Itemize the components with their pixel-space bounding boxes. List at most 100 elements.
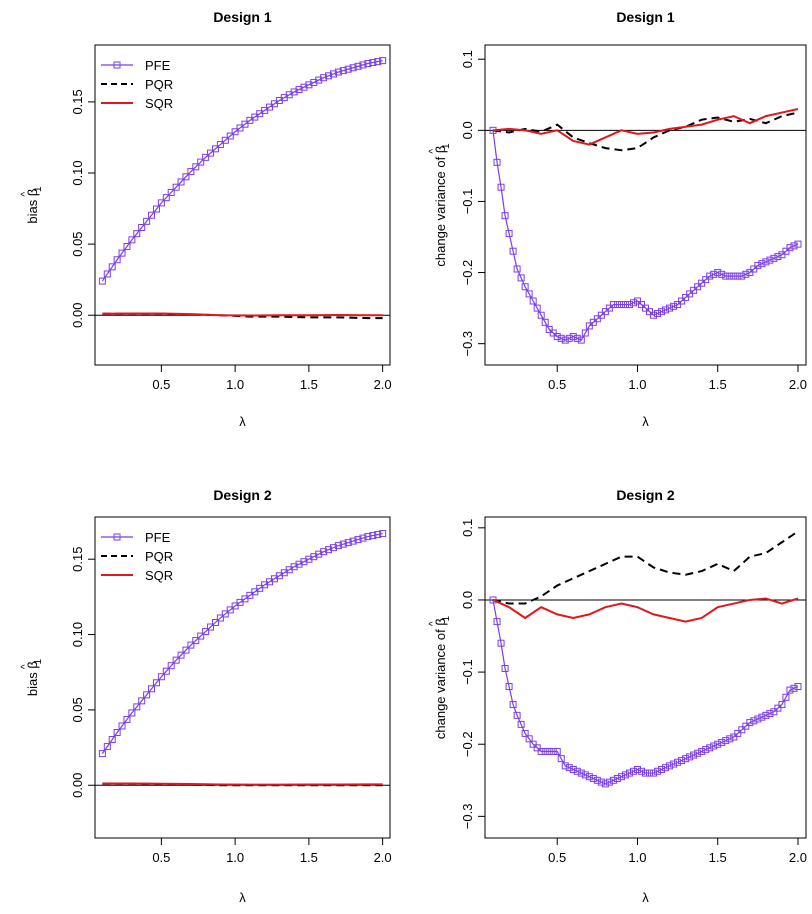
data-point-pfe [774, 704, 782, 712]
data-point-pfe [577, 769, 585, 777]
data-point-pfe [138, 697, 146, 705]
data-point-pfe [533, 744, 541, 752]
data-point-pfe [167, 188, 175, 196]
data-point-pfe [354, 536, 362, 544]
data-point-pfe [320, 74, 328, 82]
data-point-pfe [678, 297, 686, 305]
data-point-pfe [666, 762, 674, 770]
data-point-pfe [790, 242, 798, 250]
data-point-pfe [349, 64, 357, 72]
data-point-pfe [497, 183, 505, 191]
data-point-pfe [172, 183, 180, 191]
data-point-pfe [662, 306, 670, 314]
x-axis-label: λ [239, 890, 246, 905]
data-point-pfe [118, 249, 126, 257]
y-tick-label: 0.15 [70, 89, 85, 114]
data-point-pfe [609, 776, 617, 784]
series-line-pfe [492, 599, 799, 785]
data-point-pfe [778, 701, 786, 709]
data-point-pfe [678, 756, 686, 764]
data-point-pfe [581, 329, 589, 337]
data-point-pfe [605, 778, 613, 786]
data-point-pfe [108, 736, 116, 744]
y-axis-label: bias β^1 [20, 658, 44, 696]
data-point-pfe [501, 212, 509, 220]
data-point-pfe [133, 230, 141, 238]
data-point-pfe [113, 256, 121, 264]
data-point-pfe [646, 769, 654, 777]
data-point-pfe [197, 632, 205, 640]
data-point-pfe [537, 311, 545, 319]
data-point-pfe [513, 711, 521, 719]
data-point-pfe [118, 722, 126, 730]
data-point-pfe [730, 733, 738, 741]
data-point-pfe [329, 544, 337, 552]
data-point-pfe [241, 120, 249, 128]
y-tick-label: −0.3 [460, 804, 475, 830]
data-point-pfe [794, 240, 802, 248]
legend-label-pqr: PQR [145, 77, 173, 92]
x-axis-label: λ [239, 414, 246, 429]
data-point-pfe [742, 722, 750, 730]
legend-label-sqr: SQR [145, 96, 173, 111]
y-tick-label: 0.15 [70, 547, 85, 572]
x-tick-label: 0.5 [152, 850, 170, 865]
data-point-pfe [493, 158, 501, 166]
data-point-pfe [650, 311, 658, 319]
data-point-pfe [577, 336, 585, 344]
data-point-pfe [541, 747, 549, 755]
y-axis-label-hat: ^ [20, 192, 31, 197]
data-point-pfe [754, 261, 762, 269]
y-axis-label-main: bias β [25, 189, 40, 224]
x-tick-label: 0.5 [152, 377, 170, 392]
x-tick-label: 1.0 [226, 377, 244, 392]
data-point-pfe [148, 211, 156, 219]
y-axis-label-main: change variance of β [433, 618, 448, 739]
data-point-pfe [207, 623, 215, 631]
y-tick-label: 0.05 [70, 231, 85, 256]
data-point-pfe [742, 270, 750, 278]
data-point-pfe [529, 740, 537, 748]
data-point-pfe [334, 542, 342, 550]
data-point-pfe [241, 595, 249, 603]
data-point-pfe [182, 173, 190, 181]
chart-title: Design 1 [616, 9, 675, 25]
data-point-pfe [364, 533, 372, 541]
series-line-pfe [492, 130, 799, 341]
legend-label-pqr: PQR [145, 549, 173, 564]
x-tick-label: 2.0 [789, 850, 807, 865]
data-point-pfe [207, 149, 215, 157]
data-point-pfe [162, 667, 170, 675]
data-point-pfe [325, 546, 333, 554]
data-point-pfe [533, 304, 541, 312]
chart-title: Design 2 [616, 487, 675, 503]
data-point-pfe [738, 272, 746, 280]
data-point-pfe [790, 684, 798, 692]
data-point-pfe [182, 646, 190, 654]
data-point-pfe [782, 247, 790, 255]
panel-design2-variance: Design 2 0.5 1.0 1.5 2.0 0.1 0.0 −0.1 −0.2 −0.3 λ c… [428, 487, 807, 905]
data-point-pfe [128, 709, 136, 717]
data-point-pfe [509, 247, 517, 255]
y-tick-label: −0.1 [460, 659, 475, 685]
data-point-pfe [374, 531, 382, 539]
data-point-pfe [192, 163, 200, 171]
legend-label-pfe: PFE [145, 530, 171, 545]
data-point-pfe [758, 260, 766, 268]
data-point-pfe [162, 194, 170, 202]
data-point-pfe [545, 325, 553, 333]
data-point-pfe [694, 749, 702, 757]
data-point-pfe [581, 771, 589, 779]
data-point-pfe [633, 765, 641, 773]
data-point-pfe [666, 304, 674, 312]
data-point-pfe [138, 224, 146, 232]
data-point-pfe [609, 301, 617, 309]
data-point-pfe [123, 715, 131, 723]
data-point-pfe [674, 758, 682, 766]
data-point-pfe [177, 178, 185, 186]
data-point-pfe [601, 308, 609, 316]
data-point-pfe [236, 598, 244, 606]
y-axis-label-subscript: 1 [33, 658, 44, 664]
data-point-pfe [103, 743, 111, 751]
data-point-pfe [565, 334, 573, 342]
